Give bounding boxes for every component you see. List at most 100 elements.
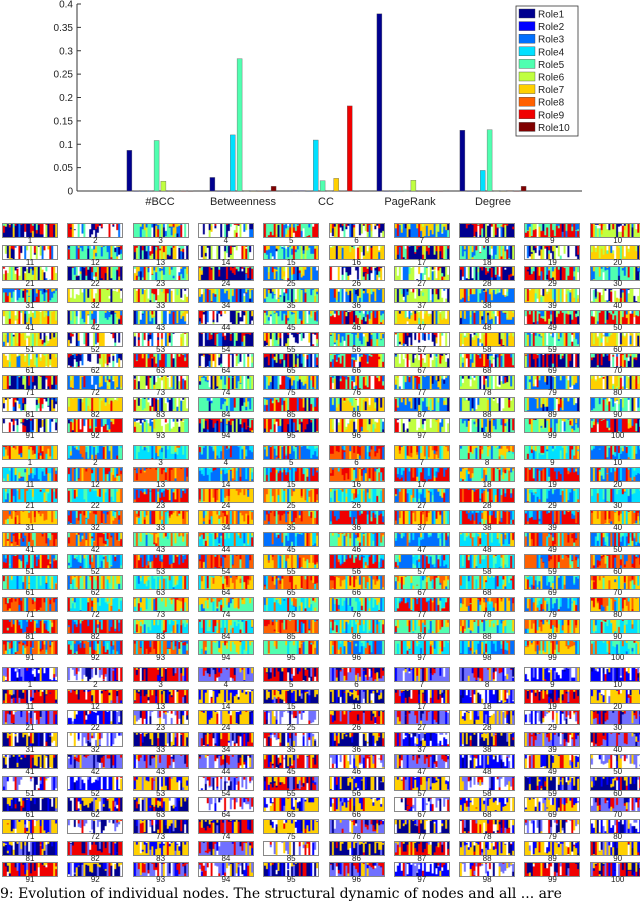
bar-role8-cc — [340, 190, 346, 192]
node-label: 57 — [417, 566, 427, 576]
node-label: 100 — [611, 875, 625, 885]
node-thumbnail — [67, 466, 124, 482]
bar-role7-bcc — [167, 190, 173, 192]
role-stack-plot — [264, 798, 319, 812]
node-label: 15 — [286, 479, 296, 489]
node-thumbnail — [132, 223, 189, 238]
node-label: 45 — [286, 766, 296, 776]
node-label: 69 — [547, 810, 557, 820]
node-label: 34 — [221, 301, 231, 311]
node-label: 66 — [352, 810, 361, 820]
role-stack-plot — [264, 668, 319, 681]
node-thumbnail — [263, 331, 320, 347]
role-stack-plot — [198, 711, 253, 725]
role-stack-plot — [590, 798, 640, 812]
role-stack-plot — [329, 375, 384, 389]
role-stack-plot — [68, 354, 123, 368]
y-tick-label: 0.1 — [59, 140, 73, 151]
node-label: 64 — [221, 810, 231, 820]
node-thumbnail — [459, 418, 516, 434]
node-thumbnail — [2, 331, 58, 347]
node-thumbnail — [459, 818, 516, 834]
node-label: 13 — [156, 257, 166, 267]
node-label: 40 — [613, 301, 623, 311]
node-thumbnail — [67, 531, 124, 547]
node-thumbnail — [393, 840, 450, 856]
node-label: 50 — [613, 766, 623, 776]
node-label: 47 — [417, 322, 427, 332]
node-label: 95 — [286, 653, 296, 663]
bar-role6-degree — [493, 190, 500, 192]
node-thumbnail — [263, 445, 320, 460]
node-label: 64 — [221, 366, 231, 376]
bar-role6-betweenness — [243, 190, 250, 192]
node-thumbnail — [67, 266, 124, 282]
node-label: 10 — [613, 680, 623, 689]
node-thumbnail — [328, 667, 385, 682]
node-thumbnail — [393, 309, 450, 325]
node-thumbnail — [459, 374, 516, 390]
node-thumbnail — [524, 488, 581, 504]
role-stack-plot — [525, 467, 580, 481]
role-stack-plot — [394, 776, 449, 790]
role-stack-plot — [329, 711, 384, 725]
role-stack-plot — [198, 863, 253, 877]
role-stack-plot — [590, 224, 640, 237]
bar-role2-cc — [299, 190, 305, 192]
node-label: 97 — [417, 653, 427, 663]
node-label: 9 — [550, 680, 555, 689]
node-thumbnail — [393, 418, 450, 434]
node-thumbnail — [328, 575, 385, 591]
node-label: 39 — [547, 301, 557, 311]
node-thumbnail — [2, 640, 58, 656]
role-stack-plot — [590, 354, 640, 368]
node-thumbnail — [263, 840, 320, 856]
role-feature-bar-chart: 0 0.05 0.1 0.15 0.2 0.25 0.3 0.35 0.4 #BCC Betwee… — [54, 0, 582, 208]
node-thumbnail — [459, 223, 516, 238]
node-thumbnail — [2, 418, 58, 434]
node-label: 38 — [482, 301, 492, 311]
node-label: 74 — [221, 387, 231, 397]
node-label: 43 — [156, 544, 166, 554]
node-thumbnail — [393, 710, 450, 726]
node-label: 36 — [352, 301, 361, 311]
legend-swatch — [518, 122, 536, 132]
node-label: 47 — [417, 544, 427, 554]
node-label: 12 — [90, 257, 100, 267]
role-stack-plot — [68, 668, 123, 681]
node-thumbnail — [2, 775, 58, 791]
node-label: 3 — [158, 236, 163, 245]
node-label: 68 — [482, 366, 492, 376]
node-label: 20 — [613, 257, 623, 267]
node-label: 82 — [90, 409, 100, 419]
role-stack-plot — [264, 554, 319, 568]
legend-swatch — [518, 71, 536, 82]
role-stack-plot — [329, 576, 384, 590]
node-thumbnail — [263, 640, 320, 656]
role-stack-plot — [264, 689, 319, 703]
node-thumbnail — [197, 418, 254, 434]
node-thumbnail — [132, 418, 189, 434]
node-thumbnail — [67, 553, 124, 569]
node-thumbnail — [197, 688, 254, 704]
role-stack-plot — [394, 733, 449, 747]
node-thumbnail — [2, 396, 58, 412]
node-thumbnail — [67, 396, 124, 412]
node-label: 65 — [286, 588, 296, 598]
role-stack-plot — [133, 668, 188, 681]
node-thumbnail — [263, 818, 320, 834]
node-label: 100 — [611, 431, 625, 441]
role-stack-plot — [590, 863, 640, 877]
node-label: 1 — [27, 458, 33, 467]
node-label: 77 — [417, 831, 427, 841]
node-label: 13 — [156, 701, 166, 711]
bars — [126, 13, 527, 192]
node-thumbnail — [197, 753, 254, 769]
node-thumbnail — [67, 640, 124, 656]
node-thumbnail — [393, 396, 450, 412]
node-thumbnail — [459, 710, 516, 726]
node-thumbnail — [2, 445, 58, 460]
node-thumbnail — [132, 797, 189, 813]
node-label: 83 — [156, 631, 166, 641]
node-label: 83 — [156, 409, 166, 419]
